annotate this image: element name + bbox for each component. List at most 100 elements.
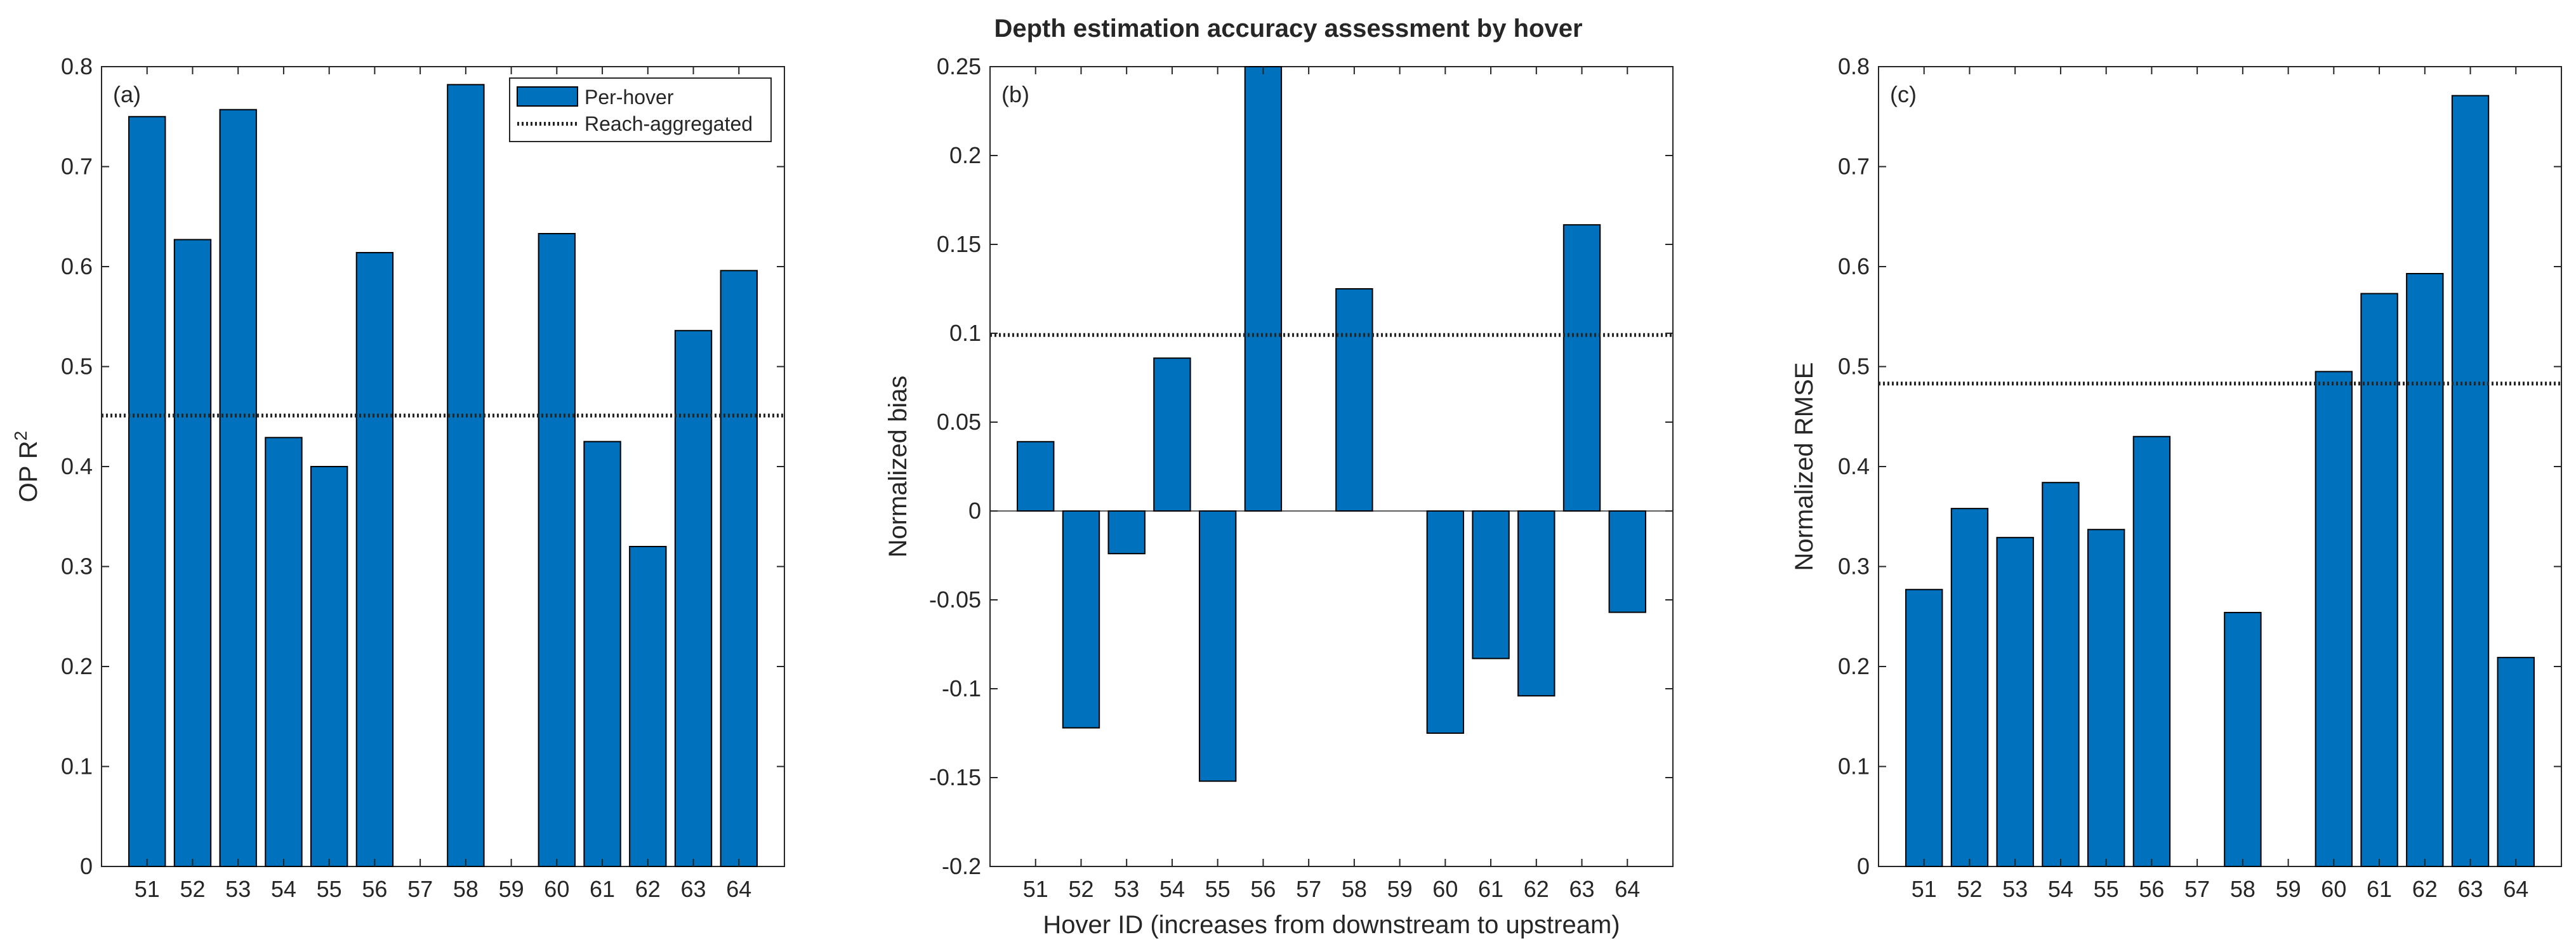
- bar: [128, 116, 166, 867]
- x-tick-label: 57: [2184, 876, 2210, 902]
- panel-a: 0 0.1 0.2 0.3 0.4 0.5 0.6 0.7 0.8 51 52 53 54 55 56 57 5…: [11, 53, 785, 902]
- x-tick-label: 54: [2048, 876, 2073, 902]
- x-tick-label: 54: [271, 876, 296, 902]
- x-tick-label: 64: [1615, 876, 1640, 902]
- axes-box: [1878, 66, 2562, 867]
- panel-label: (c): [1890, 81, 1917, 107]
- bar: [1472, 510, 1510, 660]
- y-tick-label: 0.5: [61, 354, 93, 380]
- bar: [355, 251, 394, 867]
- bar: [173, 239, 212, 868]
- bar: [583, 441, 621, 867]
- y-tick-label: 0: [80, 853, 93, 879]
- bar: [538, 233, 576, 867]
- bar: [1562, 224, 1601, 512]
- y-axis-label-superscript: 2: [11, 431, 30, 441]
- y-tick-label: 0.3: [61, 554, 93, 580]
- y-tick-label: 0.2: [61, 653, 93, 679]
- y-axis-label: OP R2: [11, 431, 43, 503]
- bar: [674, 329, 713, 867]
- legend-bar-swatch: [517, 86, 578, 107]
- x-tick-label: 59: [1387, 876, 1413, 902]
- x-tick-label: 55: [2094, 876, 2119, 902]
- y-tick-label: 0.8: [1838, 53, 1870, 79]
- bar: [1426, 510, 1465, 734]
- bar: [1608, 510, 1646, 613]
- x-tick-label: 53: [225, 876, 251, 902]
- bar: [2497, 656, 2535, 867]
- y-tick-label: 0: [1857, 853, 1870, 879]
- x-tick-label: 55: [1205, 876, 1231, 902]
- panel-c: 0 0.1 0.2 0.3 0.4 0.5 0.6 0.7 0.8 51 52 53 54 55 56 57 5…: [1790, 53, 2562, 902]
- x-tick-label: 56: [362, 876, 387, 902]
- bar: [1062, 510, 1100, 729]
- bar: [2087, 529, 2125, 867]
- x-tick-label: 53: [2002, 876, 2028, 902]
- x-tick-label: 61: [590, 876, 615, 902]
- y-tick-label: -0.15: [929, 764, 981, 790]
- bar: [2315, 371, 2353, 867]
- x-tick-label: 62: [1524, 876, 1549, 902]
- x-tick-label: 53: [1114, 876, 1139, 902]
- y-tick-label: 0.25: [937, 53, 981, 79]
- x-tick-label: 62: [2412, 876, 2438, 902]
- bar: [720, 270, 758, 867]
- x-tick-label: 59: [499, 876, 524, 902]
- bar: [2360, 293, 2398, 867]
- bar: [265, 437, 303, 867]
- x-axis-label: Hover ID (increases from downstream to u…: [1043, 911, 1620, 939]
- panel-label: (b): [1001, 81, 1029, 107]
- y-tick-label: 0.6: [61, 253, 93, 279]
- bar: [447, 84, 485, 868]
- bar: [1335, 288, 1373, 512]
- bar: [2042, 482, 2080, 867]
- y-tick-label: 0.7: [1838, 154, 1870, 180]
- bar: [2224, 611, 2262, 867]
- y-tick-label: 0.1: [949, 320, 981, 346]
- y-tick-label: -0.05: [929, 587, 981, 613]
- x-tick-label: 58: [453, 876, 479, 902]
- x-tick-label: 51: [1912, 876, 1937, 902]
- y-tick-label: 0.2: [1838, 653, 1870, 679]
- bar: [1198, 510, 1237, 782]
- x-tick-label: 60: [2321, 876, 2346, 902]
- y-tick-label: 0.15: [937, 231, 981, 257]
- bar: [629, 546, 667, 867]
- bar: [219, 109, 257, 868]
- x-tick-label: 57: [1296, 876, 1321, 902]
- bar: [1996, 536, 2034, 867]
- x-tick-label: 56: [1250, 876, 1276, 902]
- y-axis-label: Normalized bias: [884, 376, 912, 558]
- bar: [1905, 588, 1943, 867]
- panel-label: (a): [113, 81, 141, 107]
- x-tick-label: 59: [2276, 876, 2301, 902]
- bar: [2406, 273, 2444, 867]
- x-tick-label: 60: [544, 876, 569, 902]
- y-tick-label: 0: [968, 498, 981, 524]
- axes-box: [101, 66, 785, 867]
- y-tick-label: 0.1: [1838, 753, 1870, 779]
- bar: [1107, 510, 1146, 555]
- x-tick-label: 60: [1432, 876, 1458, 902]
- axes-box: [989, 66, 1674, 867]
- x-tick-label: 64: [726, 876, 751, 902]
- y-tick-label: 0.6: [1838, 253, 1870, 279]
- bar: [2451, 95, 2490, 867]
- y-tick-label: 0.4: [1838, 453, 1870, 479]
- y-tick-label: 0.3: [1838, 554, 1870, 580]
- x-tick-label: 52: [180, 876, 205, 902]
- legend: Per-hover Reach-aggregated: [509, 77, 772, 142]
- x-tick-label: 58: [1342, 876, 1367, 902]
- y-tick-label: 0.7: [61, 154, 93, 180]
- x-tick-label: 57: [407, 876, 433, 902]
- bar: [2132, 435, 2171, 867]
- panel-b: -0.2 -0.15 -0.1 -0.05 0 0.05 0.1 0.15 0.2 0.25 51 5…: [884, 53, 1674, 939]
- bar: [310, 466, 348, 867]
- x-tick-label: 52: [1957, 876, 1982, 902]
- bar: [1244, 66, 1283, 512]
- y-tick-label: -0.1: [942, 675, 981, 701]
- y-tick-label: 0.1: [61, 753, 93, 779]
- legend-bar-label: Per-hover: [585, 86, 674, 109]
- x-tick-label: 64: [2503, 876, 2528, 902]
